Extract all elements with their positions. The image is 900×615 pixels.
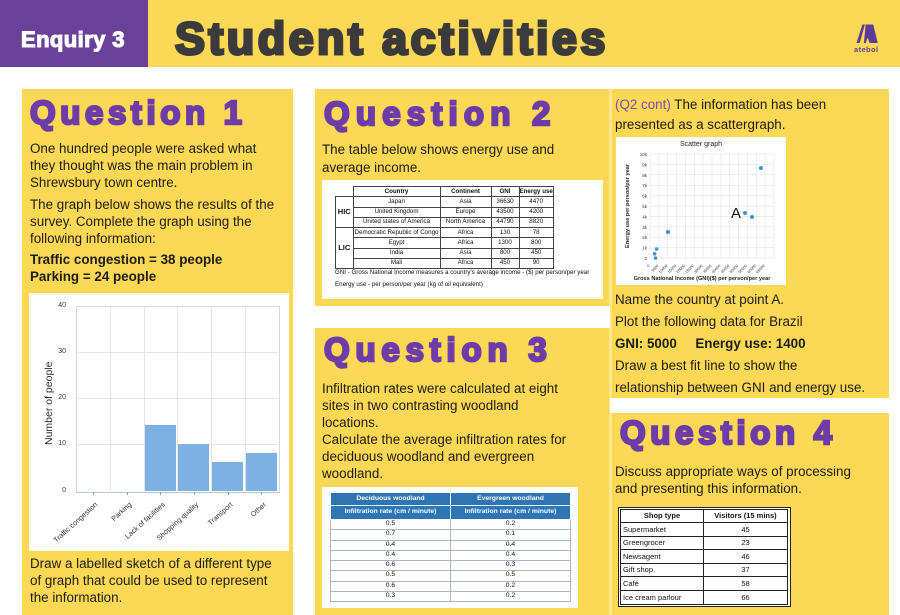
svg-text:55000: 55000 [738, 264, 748, 274]
svg-text:50000: 50000 [729, 264, 739, 274]
svg-text:2k: 2k [642, 235, 648, 240]
svg-text:60000: 60000 [747, 264, 757, 274]
svg-text:5k: 5k [642, 204, 648, 209]
svg-text:5000: 5000 [651, 264, 660, 273]
svg-text:15000: 15000 [667, 264, 677, 274]
svg-text:Energy use per person/per year: Energy use per person/per year [625, 163, 631, 248]
svg-text:9k: 9k [642, 162, 648, 167]
svg-text:40000: 40000 [711, 264, 721, 274]
svg-text:10k: 10k [640, 152, 648, 157]
svg-text:1k: 1k [642, 246, 648, 251]
svg-text:35000: 35000 [702, 264, 712, 274]
svg-text:atebol: atebol [854, 45, 879, 54]
svg-text:20000: 20000 [676, 264, 686, 274]
svg-text:A: A [731, 205, 741, 222]
svg-text:Scatter graph: Scatter graph [680, 141, 722, 148]
svg-text:6k: 6k [642, 194, 648, 199]
svg-text:0: 0 [646, 264, 650, 268]
svg-text:65000: 65000 [756, 264, 766, 274]
svg-text:3k: 3k [642, 225, 648, 230]
svg-text:0: 0 [644, 256, 647, 261]
svg-text:30000: 30000 [694, 264, 704, 274]
svg-text:7k: 7k [642, 183, 648, 188]
svg-text:Gross National Income (GNI)($): Gross National Income (GNI)($) per perso… [634, 276, 772, 282]
svg-text:25000: 25000 [685, 264, 695, 274]
svg-text:4k: 4k [642, 214, 648, 219]
svg-text:45000: 45000 [720, 264, 730, 274]
svg-text:10000: 10000 [658, 264, 668, 274]
svg-text:8k: 8k [642, 173, 648, 178]
